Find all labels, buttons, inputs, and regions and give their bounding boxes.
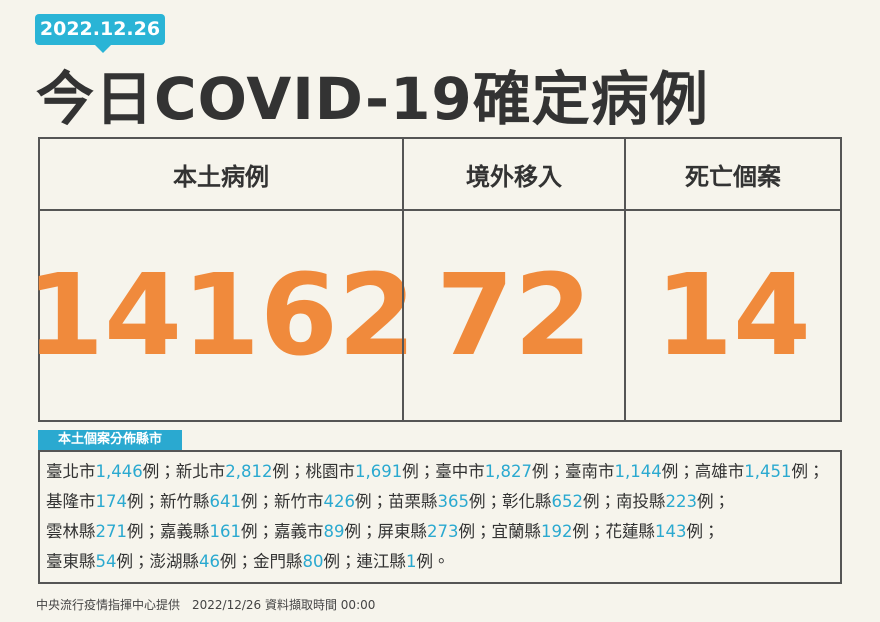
distribution-row: 臺東縣54例；澎湖縣46例；金門縣80例；連江縣1例。 (46, 547, 834, 577)
city-count: 1,691 (355, 462, 403, 481)
city-name: 臺北市 (46, 462, 96, 481)
summary-label: 本土病例 (40, 139, 402, 211)
city-count: 46 (199, 552, 220, 571)
footer: 中央流行疫情指揮中心提供 2022/12/26 資料擷取時間 00:00 (36, 598, 376, 612)
city-suffix: 例； (697, 492, 730, 511)
city-count: 271 (95, 522, 128, 541)
city-name: 新北市 (175, 462, 226, 481)
summary-table: 本土病例 14162 境外移入 72 死亡個案 14 (26, 137, 842, 422)
city-name: 臺南市 (565, 462, 615, 481)
summary-value: 14162 (26, 250, 416, 381)
city-count: 223 (665, 492, 698, 511)
city-count: 161 (209, 522, 242, 541)
city-count: 1,827 (484, 462, 532, 481)
city-suffix: 例； (661, 462, 695, 481)
city-suffix: 例； (344, 522, 378, 541)
city-suffix: 例； (220, 552, 253, 571)
city-count: 54 (95, 552, 117, 571)
city-suffix: 例； (142, 462, 176, 481)
city-suffix: 例； (791, 462, 825, 481)
title: 今日COVID-19確定病例 (36, 65, 709, 133)
city-suffix: 例； (532, 462, 565, 481)
city-name: 屏東縣 (377, 522, 428, 541)
city-name: 桃園市 (305, 462, 356, 481)
city-suffix: 例； (686, 522, 720, 541)
summary-value: 14 (655, 250, 811, 381)
city-suffix: 例； (458, 522, 492, 541)
city-name: 臺東縣 (46, 552, 96, 571)
city-name: 基隆市 (46, 492, 96, 511)
city-name: 宜蘭縣 (491, 522, 542, 541)
city-name: 金門縣 (253, 552, 303, 571)
distribution-row: 臺北市1,446例；新北市2,812例；桃園市1,691例；臺中市1,827例；… (46, 457, 834, 487)
city-count: 89 (323, 522, 345, 541)
city-suffix: 例； (127, 522, 160, 541)
city-suffix: 例； (572, 522, 606, 541)
city-count: 273 (427, 522, 459, 541)
city-count: 365 (437, 492, 470, 511)
city-name: 苗栗縣 (388, 492, 438, 511)
city-count: 143 (655, 522, 687, 541)
city-count: 426 (323, 492, 356, 511)
city-suffix: 例； (272, 462, 306, 481)
city-name: 花蓮縣 (605, 522, 656, 541)
city-name: 南投縣 (616, 492, 666, 511)
city-suffix: 例； (355, 492, 388, 511)
city-name: 澎湖縣 (149, 552, 200, 571)
city-name: 新竹縣 (160, 492, 210, 511)
distribution-title: 本土個案分佈縣市 (38, 430, 182, 450)
distribution-row: 雲林縣271例；嘉義縣161例；嘉義市89例；屏東縣273例；宜蘭縣192例；花… (46, 517, 834, 547)
distribution-box: 臺北市1,446例；新北市2,812例；桃園市1,691例；臺中市1,827例；… (38, 450, 842, 584)
city-suffix: 例； (241, 492, 274, 511)
date-tag: 2022.12.26 (35, 14, 165, 53)
city-suffix: 例。 (416, 552, 450, 571)
summary-column: 死亡個案 14 (624, 139, 840, 420)
city-name: 雲林縣 (46, 522, 96, 541)
city-count: 641 (209, 492, 242, 511)
summary-label: 死亡個案 (626, 139, 840, 211)
city-suffix: 例； (583, 492, 616, 511)
summary-column: 境外移入 72 (402, 139, 624, 420)
city-suffix: 例； (116, 552, 150, 571)
summary-label: 境外移入 (404, 139, 624, 211)
city-count: 80 (302, 552, 324, 571)
city-count: 1,446 (95, 462, 143, 481)
city-count: 192 (541, 522, 573, 541)
distribution-row: 基隆市174例；新竹縣641例；新竹市426例；苗栗縣365例；彰化縣652例；… (46, 487, 834, 517)
city-name: 連江縣 (356, 552, 407, 571)
city-suffix: 例； (402, 462, 436, 481)
city-count: 2,812 (225, 462, 273, 481)
summary-column: 本土病例 14162 (26, 139, 416, 420)
city-name: 嘉義市 (274, 522, 324, 541)
city-name: 彰化縣 (502, 492, 552, 511)
city-suffix: 例； (469, 492, 502, 511)
city-name: 新竹市 (274, 492, 324, 511)
city-name: 嘉義縣 (160, 522, 210, 541)
city-count: 174 (95, 492, 128, 511)
city-count: 1,144 (614, 462, 662, 481)
summary-value: 72 (436, 250, 592, 381)
city-count: 1,451 (744, 462, 792, 481)
city-name: 高雄市 (694, 462, 745, 481)
city-suffix: 例； (323, 552, 357, 571)
city-name: 臺中市 (435, 462, 485, 481)
city-count: 652 (551, 492, 584, 511)
city-suffix: 例； (241, 522, 274, 541)
city-count: 1 (406, 552, 417, 571)
city-suffix: 例； (127, 492, 160, 511)
